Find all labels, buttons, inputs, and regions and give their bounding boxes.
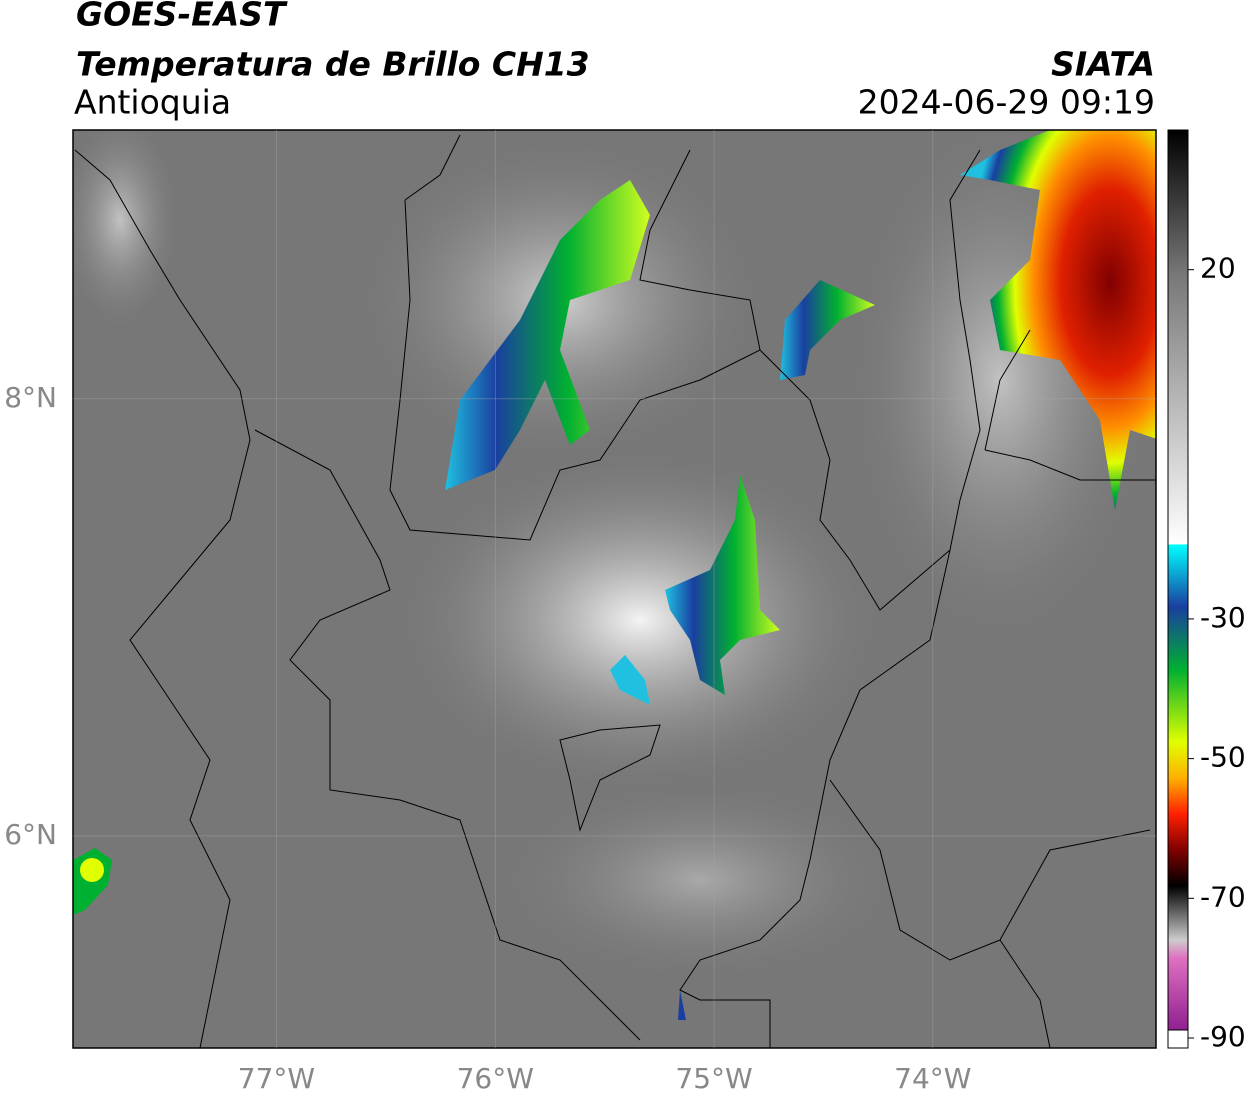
- colorbar-frame: [1167, 129, 1189, 1049]
- colorbar-under: [1167, 1029, 1189, 1049]
- x-tick-label: 75°W: [675, 1062, 752, 1095]
- subtitle: Temperatura de Brillo CH13: [76, 45, 590, 84]
- x-tick-label: 76°W: [457, 1062, 534, 1095]
- map-frame: [72, 129, 1157, 1049]
- x-tick-label: 74°W: [894, 1062, 971, 1095]
- x-tick-label: 77°W: [238, 1062, 315, 1095]
- colorbar-tick-label: -50: [1200, 741, 1246, 774]
- y-tick-label: 8°N: [4, 381, 57, 414]
- colorbar-tick-label: -90: [1200, 1020, 1246, 1053]
- colorbar-tick-label: -30: [1200, 601, 1246, 634]
- borders: [74, 134, 1156, 1049]
- title: GOES-EAST: [76, 0, 288, 34]
- colorbar-tick-label: 20: [1200, 252, 1236, 285]
- colorbar: [1168, 130, 1188, 1030]
- satellite-image: [73, 130, 1156, 1048]
- timestamp: 2024-06-29 09:19: [858, 83, 1155, 122]
- source: SIATA: [1051, 45, 1155, 84]
- colorbar-tick-label: -70: [1200, 880, 1246, 913]
- region: Antioquia: [74, 83, 231, 122]
- y-tick-label: 6°N: [4, 818, 57, 851]
